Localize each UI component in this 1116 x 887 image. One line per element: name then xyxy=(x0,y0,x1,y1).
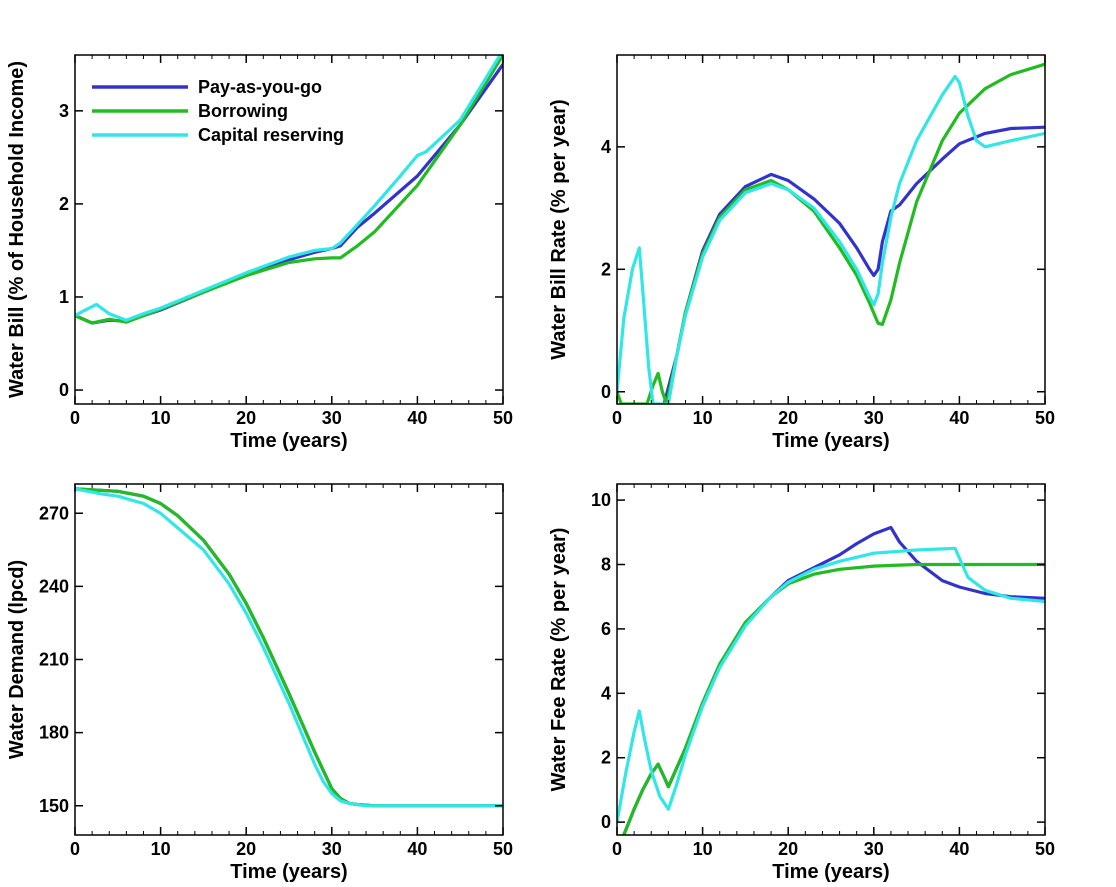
x-tick-label: 30 xyxy=(864,408,884,428)
x-tick-label: 10 xyxy=(151,839,171,859)
x-tick-label: 0 xyxy=(70,408,80,428)
y-tick-label: 10 xyxy=(591,490,611,510)
y-tick-label: 240 xyxy=(39,576,69,596)
x-tick-label: 50 xyxy=(493,408,513,428)
y-tick-label: 1 xyxy=(59,287,69,307)
y-tick-label: 2 xyxy=(59,194,69,214)
chart-panel-top-right: 0 10 20 30 40 50 0 2 4 Time (years) Water Bill Rat… xyxy=(548,54,1055,452)
legend-label-capital-reserving: Capital reserving xyxy=(198,125,344,145)
x-tick-label: 40 xyxy=(407,839,427,859)
y-tick-label: 150 xyxy=(39,796,69,816)
x-tick-label: 10 xyxy=(693,408,713,428)
x-tick-label: 20 xyxy=(778,408,798,428)
chart-panel-top-left: 0 10 20 30 40 50 0 1 2 3 Time (years) Water Bill (%… xyxy=(6,54,513,452)
x-tick-label: 10 xyxy=(693,839,713,859)
x-axis-title: Time (years) xyxy=(772,430,889,452)
plot-frame xyxy=(616,483,1046,836)
y-axis-title: Water Bill (% of Household Income) xyxy=(6,61,28,398)
chart-panel-bottom-left: 0 10 20 30 40 50 150 180 210 240 270 Time (years) Wa… xyxy=(6,483,513,883)
legend-label-borrowing: Borrowing xyxy=(198,101,288,121)
y-tick-label: 8 xyxy=(601,555,611,575)
y-axis-title: Water Fee Rate (% per year) xyxy=(548,528,570,792)
legend-label-pay-as-you-go: Pay-as-you-go xyxy=(198,77,322,97)
y-tick-label: 0 xyxy=(59,380,69,400)
series-line-capital-reserving-top-left xyxy=(75,55,502,322)
x-tick-label: 50 xyxy=(1035,408,1055,428)
x-axis-title: Time (years) xyxy=(772,861,889,883)
y-tick-label: 4 xyxy=(601,137,611,157)
series-line-capital-reserving-bottom-right xyxy=(617,546,1045,824)
x-tick-label: 0 xyxy=(70,839,80,859)
x-tick-label: 50 xyxy=(493,839,513,859)
y-tick-label: 6 xyxy=(601,619,611,639)
y-tick-label: 3 xyxy=(59,101,69,121)
x-axis-title: Time (years) xyxy=(230,430,347,452)
chart-panel-bottom-right: 0 10 20 30 40 50 0 2 4 6 8 10 Time (years) Water Fee … xyxy=(548,483,1055,883)
legend: Pay-as-you-go Borrowing Capital reserving xyxy=(92,77,344,145)
x-tick-label: 10 xyxy=(151,408,171,428)
x-tick-label: 30 xyxy=(864,839,884,859)
y-tick-label: 270 xyxy=(39,503,69,523)
y-tick-label: 0 xyxy=(601,382,611,402)
x-tick-label: 30 xyxy=(322,839,342,859)
series-line-capital-reserving-top-right xyxy=(617,74,1045,404)
y-axis-title: Water Demand (lpcd) xyxy=(6,560,28,759)
plot-frame xyxy=(616,54,1046,405)
y-axis-title: Water Bill Rate (% per year) xyxy=(548,99,570,359)
y-tick-label: 0 xyxy=(601,812,611,832)
x-tick-label: 40 xyxy=(407,408,427,428)
x-axis-title: Time (years) xyxy=(230,861,347,883)
x-tick-label: 20 xyxy=(236,839,256,859)
x-tick-label: 40 xyxy=(949,408,969,428)
y-tick-label: 210 xyxy=(39,650,69,670)
y-tick-label: 4 xyxy=(601,683,611,703)
x-tick-label: 40 xyxy=(949,839,969,859)
x-tick-label: 30 xyxy=(322,408,342,428)
x-tick-label: 20 xyxy=(236,408,256,428)
plot-frame xyxy=(74,54,504,405)
x-tick-label: 0 xyxy=(612,839,622,859)
series-line-capital-reserving-bottom-left xyxy=(75,487,503,808)
series-line-borrowing-top-left xyxy=(75,55,503,325)
x-tick-label: 50 xyxy=(1035,839,1055,859)
y-tick-label: 2 xyxy=(601,748,611,768)
y-tick-label: 180 xyxy=(39,723,69,743)
x-tick-label: 0 xyxy=(612,408,622,428)
y-tick-label: 2 xyxy=(601,259,611,279)
x-tick-label: 20 xyxy=(778,839,798,859)
